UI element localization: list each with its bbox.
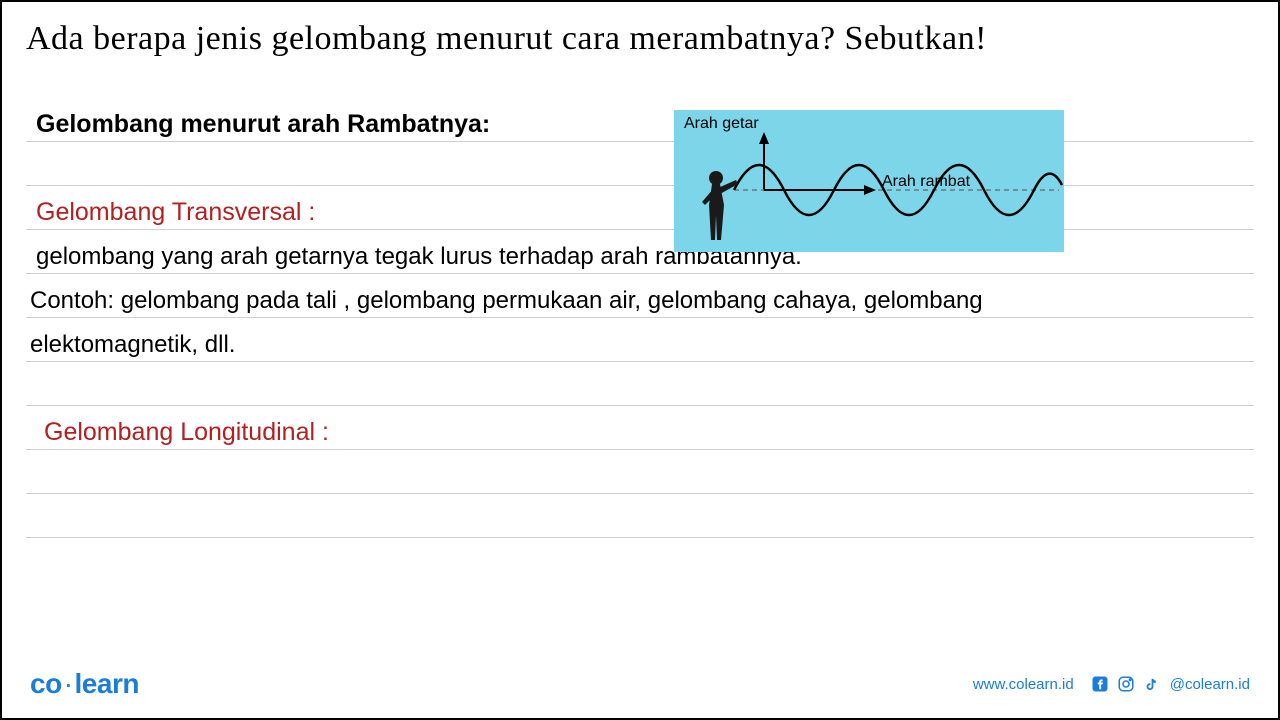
wave-diagram: Arah getar Arah rambat: [674, 110, 1064, 252]
lined-content-area: Gelombang menurut arah Rambatnya: Gelomb…: [26, 98, 1254, 582]
logo-dot: ·: [64, 668, 73, 699]
label-arah-getar: Arah getar: [684, 115, 759, 132]
logo-co: co: [30, 668, 62, 699]
longitudinal-heading: Gelombang Longitudinal :: [44, 418, 329, 447]
social-handle: @colearn.id: [1170, 676, 1250, 693]
social-icons: @colearn.id: [1090, 674, 1250, 694]
label-arah-rambat: Arah rambat: [882, 173, 971, 190]
section-heading: Gelombang menurut arah Rambatnya:: [36, 110, 490, 139]
logo-learn: learn: [75, 668, 139, 699]
facebook-icon: [1090, 674, 1110, 694]
logo: co·learn: [30, 668, 139, 700]
transversal-heading: Gelombang Transversal :: [36, 198, 315, 227]
tiktok-icon: [1142, 674, 1162, 694]
transversal-example-2: elektomagnetik, dll.: [30, 331, 235, 359]
instagram-icon: [1116, 674, 1136, 694]
footer-right: www.colearn.id @colearn.id: [973, 674, 1250, 694]
footer-url: www.colearn.id: [973, 676, 1074, 693]
page-title: Ada berapa jenis gelombang menurut cara …: [26, 20, 1254, 58]
transversal-example-1: Contoh: gelombang pada tali , gelombang …: [30, 287, 983, 315]
footer: co·learn www.colearn.id @colearn.id: [2, 668, 1278, 700]
